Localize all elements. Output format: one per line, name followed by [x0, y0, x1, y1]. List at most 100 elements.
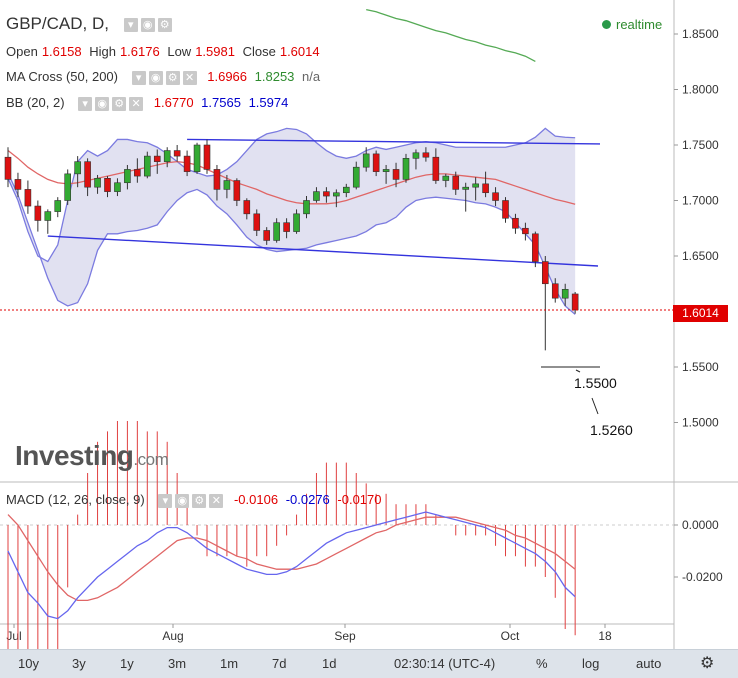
- candle-body: [54, 200, 62, 212]
- y-tick-label: 1.7500: [682, 138, 719, 152]
- close-icon[interactable]: ✕: [182, 70, 197, 85]
- candle-body: [24, 189, 32, 207]
- candle-body: [243, 200, 251, 215]
- settings-icon[interactable]: ⚙: [157, 17, 172, 32]
- ma200-value: 1.8253: [254, 69, 295, 84]
- visibility-icon[interactable]: ◉: [148, 70, 163, 85]
- candle-body: [283, 222, 290, 232]
- close-icon[interactable]: ✕: [209, 493, 224, 508]
- macd-icons: ▾ ◉ ⚙ ✕: [158, 492, 226, 508]
- bb-row: BB (20, 2) ▾ ◉ ⚙ ✕ 1.6770 1.7565 1.5974: [6, 95, 292, 111]
- candle-body: [94, 178, 101, 188]
- candle-body: [462, 186, 470, 190]
- dropdown-icon[interactable]: ▾: [78, 96, 93, 111]
- candle-body: [532, 233, 539, 262]
- candle-body: [153, 155, 161, 162]
- settings-gear-icon[interactable]: ⚙: [700, 655, 715, 672]
- open-value: 1.6158: [41, 44, 82, 59]
- range-button-1d[interactable]: 1d: [322, 656, 337, 671]
- auto-button[interactable]: auto: [636, 656, 662, 671]
- symbol-icons: ▾ ◉ ⚙: [123, 14, 175, 34]
- candle-body: [492, 192, 499, 201]
- candle-body: [402, 158, 410, 180]
- range-button-10y[interactable]: 10y: [18, 656, 39, 671]
- dropdown-icon[interactable]: ▾: [123, 17, 138, 32]
- y-tick-label: 1.7000: [682, 194, 719, 208]
- y-tick-label: 1.8500: [682, 27, 719, 41]
- macd-label: MACD (12, 26, close, 9): [6, 492, 145, 507]
- candle-body: [412, 152, 420, 159]
- candle-body: [482, 183, 489, 194]
- candle-body: [333, 192, 340, 197]
- ma-na-value: n/a: [302, 69, 321, 84]
- x-tick-label: Oct: [501, 629, 520, 643]
- candle-body: [502, 200, 509, 219]
- candle-body: [323, 191, 330, 197]
- target-label-1: 1.5500: [574, 375, 617, 391]
- visibility-icon[interactable]: ◉: [95, 96, 110, 111]
- candle-body: [342, 186, 350, 194]
- candle-body: [392, 169, 400, 180]
- percent-button[interactable]: %: [536, 656, 548, 671]
- candle-body: [522, 227, 529, 235]
- x-tick-label: 18: [598, 629, 612, 643]
- dropdown-icon[interactable]: ▾: [131, 70, 146, 85]
- candle-body: [193, 144, 201, 172]
- range-button-1y[interactable]: 1y: [120, 656, 134, 671]
- x-tick-label: Aug: [162, 629, 183, 643]
- target-pointer-2: [591, 397, 599, 415]
- settings-icon[interactable]: ⚙: [165, 70, 180, 85]
- range-button-3y[interactable]: 3y: [72, 656, 86, 671]
- candle-body: [183, 155, 191, 172]
- ohlc-row: Open 1.6158 High 1.6176 Low 1.5981 Close 1.6…: [6, 44, 324, 59]
- realtime-label: realtime: [616, 17, 663, 32]
- macd-y-tick-label: -0.0200: [682, 570, 723, 584]
- bb-icons: ▾ ◉ ⚙ ✕: [78, 95, 146, 111]
- ma50-value: 1.6966: [207, 69, 248, 84]
- range-button-1m[interactable]: 1m: [220, 656, 239, 671]
- support-trendline: [47, 235, 599, 267]
- macd-signal-value: -0.0170: [337, 492, 382, 507]
- range-button-7d[interactable]: 7d: [272, 656, 287, 671]
- macd-value: -0.0276: [285, 492, 330, 507]
- close-icon[interactable]: ✕: [129, 96, 144, 111]
- candle-body: [561, 288, 569, 299]
- bb-lower-value: 1.5974: [248, 95, 289, 110]
- bollinger-band-fill: [8, 128, 576, 315]
- target-label-2: 1.5260: [590, 422, 633, 438]
- candle-body: [263, 230, 271, 241]
- macd-hist-value: -0.0106: [233, 492, 279, 507]
- dropdown-icon[interactable]: ▾: [158, 493, 173, 508]
- logo-suffix: .com: [133, 450, 169, 469]
- candle-body: [114, 182, 121, 192]
- ma-row: MA Cross (50, 200) ▾ ◉ ⚙ ✕ 1.6966 1.8253 n/…: [6, 69, 324, 85]
- candle-body: [44, 211, 52, 221]
- high-label: High: [89, 44, 116, 59]
- range-button-3m[interactable]: 3m: [168, 656, 187, 671]
- logo-main: Investing: [15, 440, 134, 471]
- bollinger-upper-line: [7, 127, 576, 263]
- bb-mid-value: 1.6770: [153, 95, 194, 110]
- candle-body: [84, 161, 91, 188]
- candle-body: [4, 156, 12, 180]
- y-tick-label: 1.5000: [682, 416, 719, 430]
- resistance-trendline: [187, 138, 601, 145]
- toolbar: 10y 3y 1y 3m 1m 7d 1d 02:30:14 (UTC-4) %…: [0, 649, 738, 678]
- candle-body: [64, 173, 71, 201]
- candle-body: [352, 166, 360, 188]
- settings-icon[interactable]: ⚙: [192, 493, 207, 508]
- candle-body: [293, 213, 300, 232]
- macd-line: [7, 511, 576, 620]
- bb-upper-value: 1.7565: [201, 95, 241, 110]
- candle-body: [541, 261, 549, 285]
- visibility-icon[interactable]: ◉: [140, 17, 155, 32]
- settings-icon[interactable]: ⚙: [112, 96, 127, 111]
- ma-label: MA Cross (50, 200): [6, 69, 118, 84]
- candle-body: [472, 183, 479, 188]
- candle-body: [422, 152, 430, 158]
- visibility-icon[interactable]: ◉: [175, 493, 190, 508]
- log-button[interactable]: log: [582, 656, 600, 671]
- ma50-line: [7, 150, 576, 205]
